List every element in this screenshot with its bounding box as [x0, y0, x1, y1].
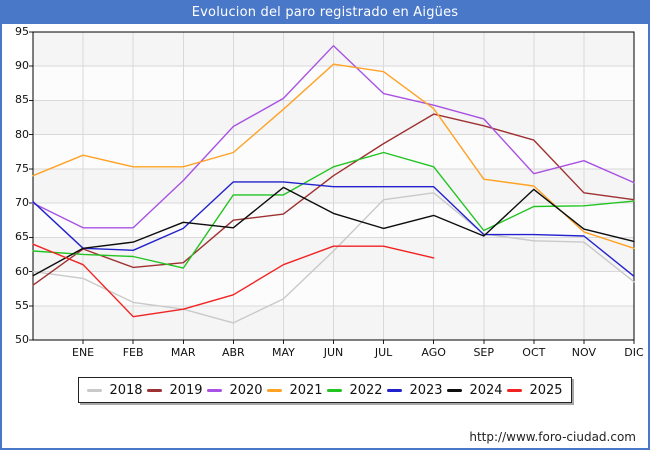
- x-tick-label-sep: SEP: [473, 346, 495, 359]
- x-tick-label-feb: FEB: [122, 346, 144, 359]
- legend-label-2021: 2021: [289, 382, 323, 398]
- legend-label-2025: 2025: [529, 382, 563, 398]
- legend-swatch-2023: [387, 388, 403, 392]
- legend-swatch-2020: [207, 388, 223, 392]
- legend-swatch-2022: [327, 388, 343, 392]
- legend-item-2020: 2020: [207, 382, 263, 398]
- x-tick-label-dic: DIC: [624, 346, 644, 359]
- legend-item-2021: 2021: [267, 382, 323, 398]
- y-tick-label: 65: [15, 230, 29, 244]
- legend-label-2018: 2018: [109, 382, 143, 398]
- legend-swatch-2018: [87, 388, 103, 392]
- legend-item-2025: 2025: [507, 382, 563, 398]
- legend-label-2019: 2019: [169, 382, 203, 398]
- legend-swatch-2025: [507, 388, 523, 392]
- x-tick-label-mar: MAR: [170, 346, 196, 359]
- legend-swatch-2019: [147, 388, 163, 392]
- y-tick-label: 85: [15, 93, 29, 107]
- series-line-2020: [32, 45, 635, 229]
- x-tick-label-may: MAY: [271, 346, 295, 359]
- y-tick-label: 90: [15, 59, 29, 73]
- x-tick-label-jun: JUN: [323, 346, 344, 359]
- legend-item-2022: 2022: [327, 382, 383, 398]
- series-line-2023: [32, 181, 635, 277]
- x-tick-label-jul: JUL: [374, 346, 393, 359]
- series-line-2021: [32, 63, 635, 250]
- chart-title: Evolucion del paro registrado en Aigües: [2, 2, 648, 24]
- series-line-2018: [32, 192, 635, 324]
- legend-label-2020: 2020: [229, 382, 263, 398]
- chart-legend: 2018 2019 2020 2021 2022 2023 2024 2025: [78, 377, 572, 403]
- legend-swatch-2021: [267, 388, 283, 392]
- series-line-2025: [32, 243, 435, 318]
- y-tick-label: 75: [15, 161, 29, 175]
- y-tick-label: 70: [15, 196, 29, 210]
- plot-border: [32, 31, 635, 341]
- y-tick-label: 60: [15, 264, 29, 278]
- x-tick-label-nov: NOV: [571, 346, 597, 359]
- legend-item-2023: 2023: [387, 382, 443, 398]
- legend-item-2024: 2024: [447, 382, 503, 398]
- y-tick-label: 50: [15, 333, 29, 346]
- legend-label-2024: 2024: [469, 382, 503, 398]
- y-tick-label: 95: [15, 25, 29, 38]
- series-line-2022: [32, 151, 635, 269]
- x-tick-label-ene: ENE: [72, 346, 95, 359]
- x-tick-label-oct: OCT: [522, 346, 546, 359]
- x-tick-label-ago: AGO: [421, 346, 446, 359]
- y-tick-label: 80: [15, 127, 29, 141]
- footer-url: http://www.foro-ciudad.com: [469, 430, 636, 444]
- legend-swatch-2024: [447, 388, 463, 392]
- legend-label-2022: 2022: [349, 382, 383, 398]
- legend-item-2019: 2019: [147, 382, 203, 398]
- x-tick-label-abr: ABR: [221, 346, 245, 359]
- legend-item-2018: 2018: [87, 382, 143, 398]
- y-tick-label: 55: [15, 298, 29, 312]
- series-line-2019: [32, 113, 635, 286]
- series-line-2024: [32, 186, 635, 277]
- legend-label-2023: 2023: [409, 382, 443, 398]
